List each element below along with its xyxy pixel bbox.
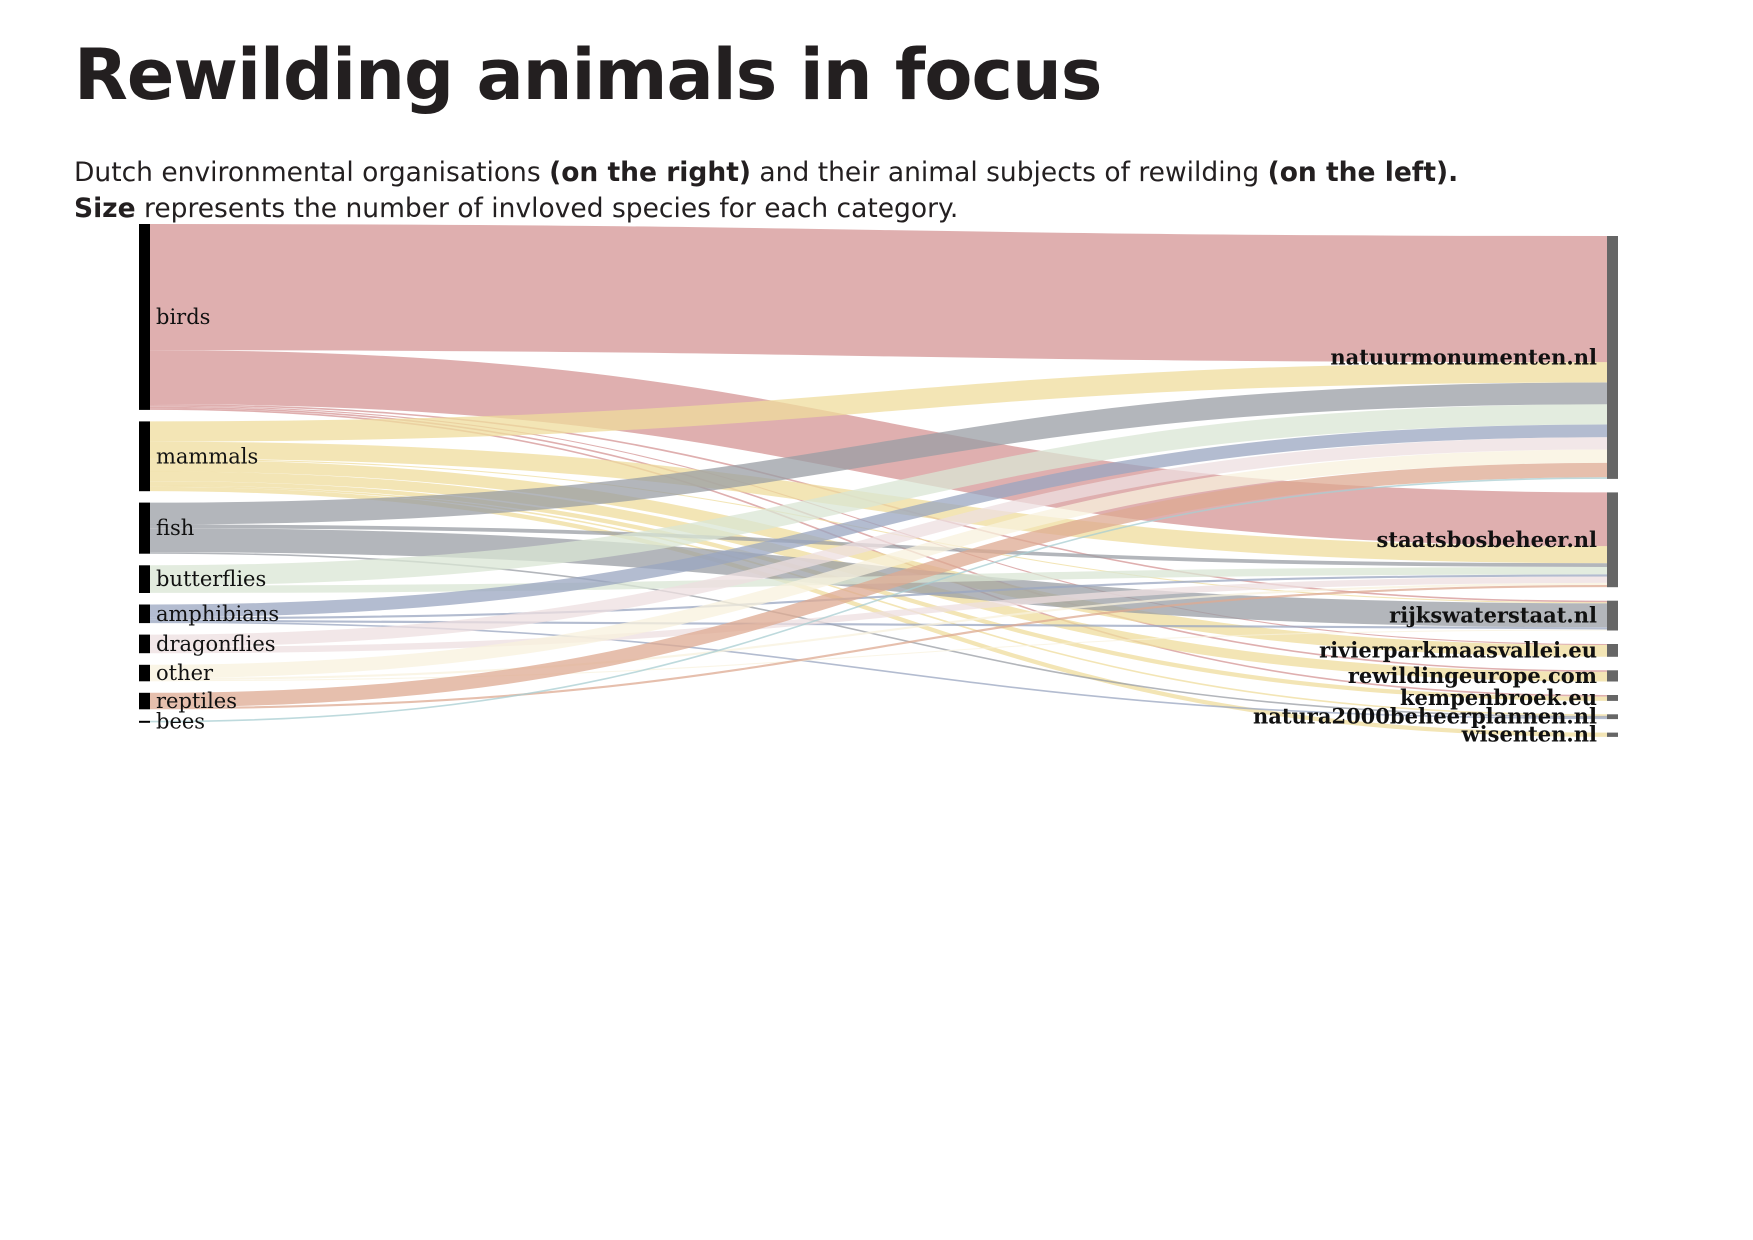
source-label-dragonflies: dragonflies bbox=[156, 632, 276, 656]
node-natura2000beheerplannen-nl bbox=[1607, 714, 1618, 720]
link-amphibians-to-staatsbosbeheer-nl bbox=[149, 574, 1608, 620]
subtitle-text: and their animal subjects of rewilding bbox=[751, 157, 1268, 188]
node-other bbox=[139, 664, 150, 682]
node-mammals bbox=[139, 421, 150, 492]
source-label-butterflies: butterflies bbox=[156, 567, 266, 591]
target-label-wisenten-nl: wisenten.nl bbox=[1461, 722, 1597, 747]
link-bees-to-natuurmonumenten-nl bbox=[149, 477, 1608, 723]
node-wisenten-nl bbox=[1607, 732, 1618, 737]
target-label-rivierparkmaasvallei-eu: rivierparkmaasvallei.eu bbox=[1319, 637, 1597, 662]
link-amphibians-to-rijkswaterstaat-nl bbox=[149, 619, 1608, 630]
node-amphibians bbox=[139, 604, 150, 624]
source-label-amphibians: amphibians bbox=[156, 602, 279, 626]
node-birds bbox=[139, 224, 150, 410]
target-label-rijkswaterstaat-nl: rijkswaterstaat.nl bbox=[1389, 603, 1597, 628]
sankey-nodes bbox=[139, 224, 1618, 737]
target-label-natura2000beheerplannen-nl: natura2000beheerplannen.nl bbox=[1253, 704, 1597, 729]
node-staatsbosbeheer-nl bbox=[1607, 492, 1618, 588]
subtitle-text: Dutch environmental organisations bbox=[74, 157, 550, 188]
link-other-to-natuurmonumenten-nl bbox=[149, 449, 1608, 679]
subtitle-line-1: Dutch environmental organisations (on th… bbox=[74, 157, 1459, 188]
source-label-mammals: mammals bbox=[156, 444, 258, 468]
node-reptiles bbox=[139, 692, 150, 710]
link-dragonflies-to-natuurmonumenten-nl bbox=[149, 437, 1608, 647]
source-label-other: other bbox=[156, 661, 214, 685]
target-label-staatsbosbeheer-nl: staatsbosbeheer.nl bbox=[1377, 527, 1598, 552]
node-butterflies bbox=[139, 565, 150, 593]
node-kempenbroek-eu bbox=[1607, 695, 1618, 701]
link-reptiles-to-staatsbosbeheer-nl bbox=[149, 585, 1608, 710]
node-bees bbox=[139, 720, 150, 723]
target-label-natuurmonumenten-nl: natuurmonumenten.nl bbox=[1330, 344, 1597, 369]
node-natuurmonumenten-nl bbox=[1607, 236, 1618, 479]
link-mammals-to-natuurmonumenten-nl bbox=[149, 362, 1608, 442]
link-butterflies-to-natuurmonumenten-nl bbox=[149, 404, 1608, 586]
node-fish bbox=[139, 502, 150, 554]
sankey-links bbox=[149, 223, 1608, 737]
sankey-labels: birds mammals fish butterflies amphibians dra… bbox=[156, 305, 1597, 747]
source-label-reptiles: reptiles bbox=[156, 689, 237, 713]
source-label-bees: bees bbox=[156, 710, 205, 734]
subtitle-emphasis: Size bbox=[74, 193, 136, 224]
subtitle-text: represents the number of invloved specie… bbox=[135, 193, 959, 224]
link-dragonflies-to-staatsbosbeheer-nl bbox=[149, 576, 1608, 654]
link-reptiles-to-natuurmonumenten-nl bbox=[149, 462, 1608, 708]
target-label-kempenbroek-eu: kempenbroek.eu bbox=[1400, 685, 1597, 710]
source-label-fish: fish bbox=[156, 516, 194, 540]
target-label-rewildingeurope-com: rewildingeurope.com bbox=[1348, 663, 1597, 688]
link-birds-to-natuurmonumenten-nl bbox=[149, 223, 1608, 363]
link-other-to-rijkswaterstaat-nl bbox=[149, 629, 1608, 682]
chart-title: Rewilding animals in focus bbox=[74, 34, 1102, 116]
link-other-to-staatsbosbeheer-nl bbox=[149, 582, 1608, 681]
link-fish-to-natuurmonumenten-nl bbox=[149, 382, 1608, 525]
subtitle-line-2: Size represents the number of invloved s… bbox=[74, 193, 959, 224]
link-amphibians-to-natuurmonumenten-nl bbox=[149, 424, 1608, 618]
subtitle-emphasis: (on the right) bbox=[549, 157, 751, 188]
subtitle-emphasis: (on the left). bbox=[1267, 157, 1459, 188]
source-label-birds: birds bbox=[156, 305, 210, 329]
node-rijkswaterstaat-nl bbox=[1607, 600, 1618, 631]
node-rivierparkmaasvallei-eu bbox=[1607, 644, 1618, 657]
node-rewildingeurope-com bbox=[1607, 670, 1618, 682]
node-dragonflies bbox=[139, 634, 150, 654]
